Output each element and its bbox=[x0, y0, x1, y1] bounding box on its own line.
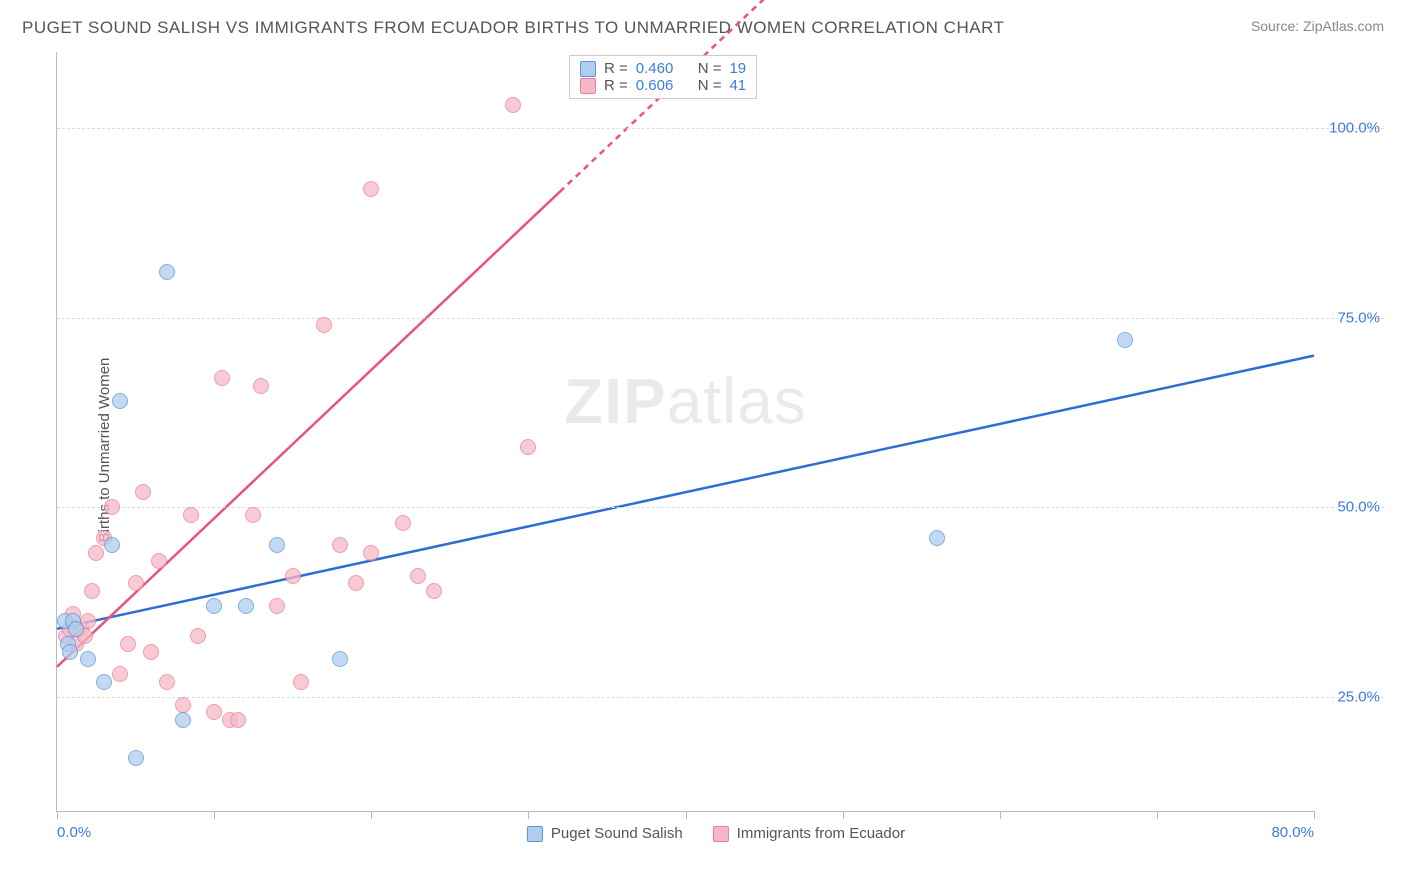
gridline bbox=[57, 128, 1384, 129]
chart-title: PUGET SOUND SALISH VS IMMIGRANTS FROM EC… bbox=[22, 18, 1004, 38]
data-point bbox=[128, 575, 144, 591]
data-point bbox=[84, 583, 100, 599]
data-point bbox=[293, 674, 309, 690]
legend-row: R = 0.606 N = 41 bbox=[580, 77, 746, 94]
data-point bbox=[68, 621, 84, 637]
data-point bbox=[175, 712, 191, 728]
data-point bbox=[128, 750, 144, 766]
data-point bbox=[410, 568, 426, 584]
data-point bbox=[120, 636, 136, 652]
series-legend: Puget Sound Salish Immigrants from Ecuado… bbox=[527, 825, 905, 842]
data-point bbox=[175, 697, 191, 713]
data-point bbox=[505, 97, 521, 113]
data-point bbox=[348, 575, 364, 591]
x-tick-label: 80.0% bbox=[1271, 824, 1314, 841]
x-tick bbox=[1157, 811, 1158, 819]
data-point bbox=[238, 598, 254, 614]
data-point bbox=[245, 507, 261, 523]
data-point bbox=[112, 393, 128, 409]
data-point bbox=[112, 666, 128, 682]
data-point bbox=[80, 651, 96, 667]
data-point bbox=[520, 439, 536, 455]
gridline bbox=[57, 697, 1384, 698]
data-point bbox=[363, 545, 379, 561]
legend-item: Puget Sound Salish bbox=[527, 825, 683, 842]
plot-area: ZIPatlas 25.0%50.0%75.0%100.0%0.0%80.0% bbox=[56, 52, 1314, 812]
data-point bbox=[135, 484, 151, 500]
legend-swatch bbox=[580, 78, 596, 94]
x-tick-label: 0.0% bbox=[57, 824, 91, 841]
data-point bbox=[269, 598, 285, 614]
data-point bbox=[316, 317, 332, 333]
x-tick bbox=[57, 811, 58, 819]
data-point bbox=[206, 598, 222, 614]
data-point bbox=[253, 378, 269, 394]
data-point bbox=[88, 545, 104, 561]
x-tick bbox=[1314, 811, 1315, 819]
x-tick bbox=[214, 811, 215, 819]
data-point bbox=[96, 674, 112, 690]
legend-item: Immigrants from Ecuador bbox=[713, 825, 905, 842]
data-point bbox=[159, 264, 175, 280]
x-tick bbox=[1000, 811, 1001, 819]
legend-swatch bbox=[527, 826, 543, 842]
x-tick bbox=[528, 811, 529, 819]
data-point bbox=[151, 553, 167, 569]
data-point bbox=[104, 537, 120, 553]
data-point bbox=[395, 515, 411, 531]
chart-area: Births to Unmarried Women ZIPatlas 25.0%… bbox=[48, 52, 1384, 848]
legend-label: Puget Sound Salish bbox=[551, 825, 683, 842]
y-tick-label: 100.0% bbox=[1329, 119, 1380, 136]
data-point bbox=[363, 181, 379, 197]
data-point bbox=[183, 507, 199, 523]
legend-row: R = 0.460 N = 19 bbox=[580, 60, 746, 77]
data-point bbox=[62, 644, 78, 660]
x-tick bbox=[686, 811, 687, 819]
header: PUGET SOUND SALISH VS IMMIGRANTS FROM EC… bbox=[0, 0, 1406, 46]
data-point bbox=[143, 644, 159, 660]
y-tick-label: 25.0% bbox=[1337, 689, 1380, 706]
data-point bbox=[206, 704, 222, 720]
x-tick bbox=[843, 811, 844, 819]
data-point bbox=[929, 530, 945, 546]
data-point bbox=[426, 583, 442, 599]
data-point bbox=[332, 651, 348, 667]
data-point bbox=[230, 712, 246, 728]
data-point bbox=[214, 370, 230, 386]
x-tick bbox=[371, 811, 372, 819]
gridline bbox=[57, 318, 1384, 319]
legend-label: Immigrants from Ecuador bbox=[737, 825, 905, 842]
y-tick-label: 75.0% bbox=[1337, 309, 1380, 326]
data-point bbox=[269, 537, 285, 553]
data-point bbox=[159, 674, 175, 690]
source-label: Source: ZipAtlas.com bbox=[1251, 18, 1384, 34]
y-tick-label: 50.0% bbox=[1337, 499, 1380, 516]
data-point bbox=[104, 499, 120, 515]
correlation-legend: R = 0.460 N = 19R = 0.606 N = 41 bbox=[569, 55, 757, 99]
legend-swatch bbox=[713, 826, 729, 842]
data-point bbox=[285, 568, 301, 584]
legend-swatch bbox=[580, 61, 596, 77]
data-point bbox=[190, 628, 206, 644]
data-point bbox=[332, 537, 348, 553]
data-point bbox=[1117, 332, 1133, 348]
